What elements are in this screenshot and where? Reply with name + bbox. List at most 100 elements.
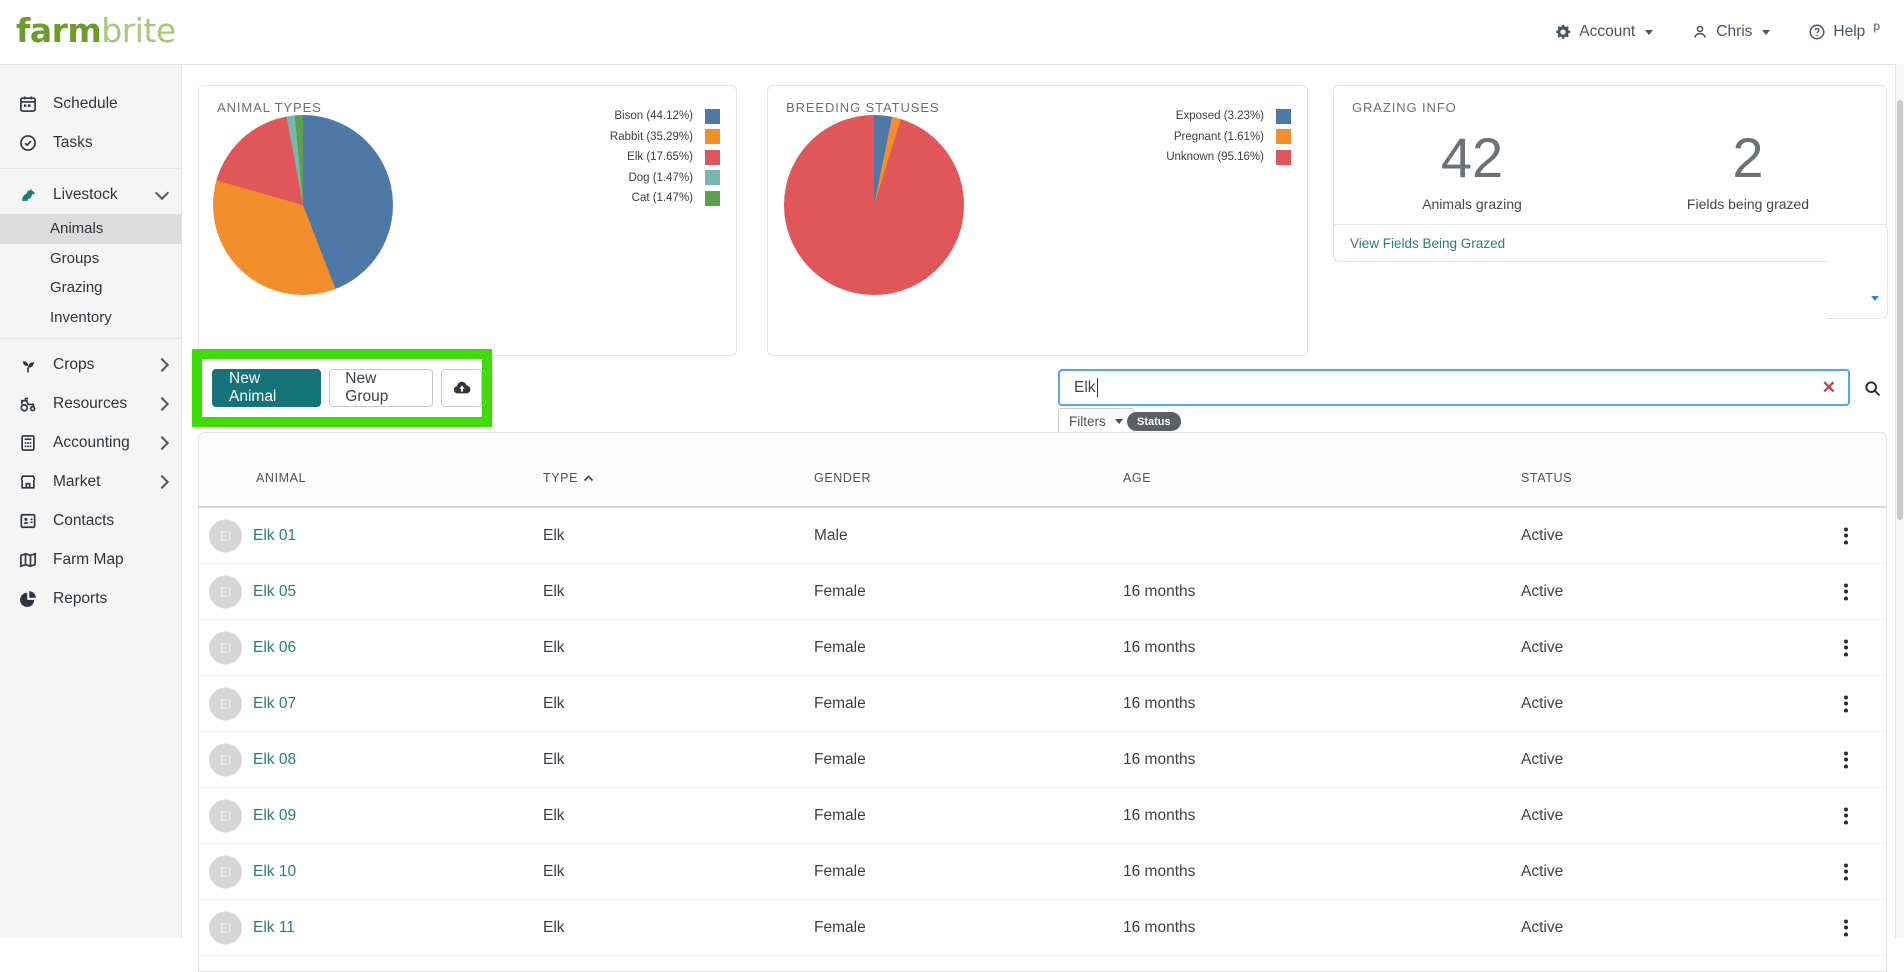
import-upload-button[interactable] [441,369,482,407]
animal-types-pie-chart[interactable] [213,115,393,295]
sidebar-item-contacts[interactable]: Contacts [0,501,181,540]
cell-type: Elk [543,583,565,601]
sidebar-subitem-inventory[interactable]: Inventory [0,303,181,333]
scrollbar-thumb[interactable] [1897,100,1903,520]
cell-age: 16 months [1123,919,1195,937]
account-menu[interactable]: Account [1554,23,1653,41]
fields-grazed-stat: 2 Fields being grazed [1610,130,1886,212]
legend-swatch [1276,129,1291,144]
animal-name-link[interactable]: Elk 08 [253,751,296,769]
legend-label: Exposed (3.23%) [1176,110,1264,122]
row-actions-kebab[interactable] [1838,577,1854,606]
column-header-type[interactable]: TYPE [543,471,594,485]
table-row[interactable]: El Elk 01 Elk Male Active [199,508,1886,564]
sidebar-item-label: Accounting [53,434,142,452]
table-row[interactable]: El Elk 09 Elk Female 16 months Active [199,788,1886,844]
new-group-button[interactable]: New Group [329,369,433,407]
user-label: Chris [1716,23,1752,41]
grazing-stats: 42 Animals grazing 2 Fields being grazed [1334,130,1886,212]
chevron-right-icon [155,474,169,488]
animal-name-link[interactable]: Elk 10 [253,863,296,881]
cell-age: 16 months [1123,695,1195,713]
gear-icon [1554,23,1572,41]
view-fields-link-row[interactable]: View Fields Being Grazed [1334,224,1886,261]
breeding-statuses-legend: Exposed (3.23%)Pregnant (1.61%)Unknown (… [1166,106,1291,168]
table-row[interactable]: El Elk 08 Elk Female 16 months Active [199,732,1886,788]
animal-name-link[interactable]: Elk 09 [253,807,296,825]
row-actions-kebab[interactable] [1838,633,1854,662]
new-animal-button[interactable]: New Animal [212,369,321,407]
farmbrite-logo[interactable]: farmbrite [16,11,176,51]
sidebar-subitem-groups[interactable]: Groups [0,244,181,274]
sidebar-item-resources[interactable]: Resources [0,384,181,423]
row-actions-kebab[interactable] [1838,521,1854,550]
table-row[interactable]: El Elk 06 Elk Female 16 months Active [199,620,1886,676]
logo-part1: farm [16,11,101,50]
legend-label: Unknown (95.16%) [1166,151,1264,163]
cell-type: Elk [543,863,565,881]
animal-name-link[interactable]: Elk 11 [253,919,295,937]
pie-chart-icon [18,589,38,609]
avatar: El [209,855,242,888]
column-header-age[interactable]: AGE [1123,471,1151,485]
cell-gender: Female [814,639,866,657]
legend-item: Elk (17.65%) [610,147,720,168]
table-row[interactable]: El Elk 05 Elk Female 16 months Active [199,564,1886,620]
search-input[interactable]: Elk ✕ [1058,369,1850,406]
help-superscript: p [1873,19,1880,33]
cell-type: Elk [543,695,565,713]
sidebar-subitem-animals[interactable]: Animals [0,214,181,244]
row-actions-kebab[interactable] [1838,689,1854,718]
animal-name-link[interactable]: Elk 06 [253,639,296,657]
sidebar-item-accounting[interactable]: Accounting [0,423,181,462]
legend-swatch [705,170,720,185]
chevron-right-icon [155,357,169,371]
table-row[interactable]: El Elk 10 Elk Female 16 months Active [199,844,1886,900]
animal-name-link[interactable]: Elk 01 [253,527,296,545]
divider [0,338,181,339]
view-fields-link[interactable]: View Fields Being Grazed [1350,236,1854,251]
legend-item: Rabbit (35.29%) [610,127,720,148]
sidebar-item-crops[interactable]: Crops [0,345,181,384]
sidebar-subitem-grazing[interactable]: Grazing [0,273,181,303]
cell-status: Active [1521,527,1563,545]
row-actions-kebab[interactable] [1838,801,1854,830]
clear-search-icon[interactable]: ✕ [1822,379,1836,396]
sidebar-item-reports[interactable]: Reports [0,579,181,618]
sidebar-item-farm-map[interactable]: Farm Map [0,540,181,579]
filters-dropdown[interactable]: Filters [1058,408,1134,434]
status-filter-badge[interactable]: Status [1127,412,1181,431]
cell-gender: Female [814,751,866,769]
panel-fragment [1827,230,1888,319]
sidebar-item-market[interactable]: Market [0,462,181,501]
animal-name-link[interactable]: Elk 07 [253,695,296,713]
table-header: ANIMAL TYPE GENDER AGE STATUS [199,433,1886,508]
breeding-statuses-pie-chart[interactable] [784,115,964,295]
sidebar-item-schedule[interactable]: Schedule [0,84,181,123]
table-row[interactable]: El Elk 07 Elk Female 16 months Active [199,676,1886,732]
row-actions-kebab[interactable] [1838,745,1854,774]
legend-item: Bison (44.12%) [610,106,720,127]
vertical-scrollbar[interactable] [1895,64,1904,938]
column-header-gender[interactable]: GENDER [814,471,871,485]
table-row[interactable]: El Elk 11 Elk Female 16 months Active [199,900,1886,956]
sidebar-item-livestock[interactable]: Livestock [0,175,181,214]
cell-age: 16 months [1123,751,1195,769]
avatar: El [209,519,242,552]
cell-status: Active [1521,583,1563,601]
column-header-animal[interactable]: ANIMAL [256,471,306,485]
column-header-status[interactable]: STATUS [1521,471,1572,485]
help-menu[interactable]: Help p [1808,23,1880,41]
check-circle-icon [18,133,38,153]
search-button[interactable] [1856,374,1888,402]
breeding-statuses-card: BREEDING STATUSES Exposed (3.23%)Pregnan… [767,85,1308,356]
animal-name-link[interactable]: Elk 05 [253,583,296,601]
sidebar-item-tasks[interactable]: Tasks [0,123,181,162]
user-menu[interactable]: Chris [1691,23,1770,41]
stat-label: Fields being grazed [1610,196,1886,212]
cell-age: 16 months [1123,583,1195,601]
row-actions-kebab[interactable] [1838,857,1854,886]
card-title: GRAZING INFO [1352,100,1457,115]
avatar: El [209,799,242,832]
cell-age: 16 months [1123,807,1195,825]
